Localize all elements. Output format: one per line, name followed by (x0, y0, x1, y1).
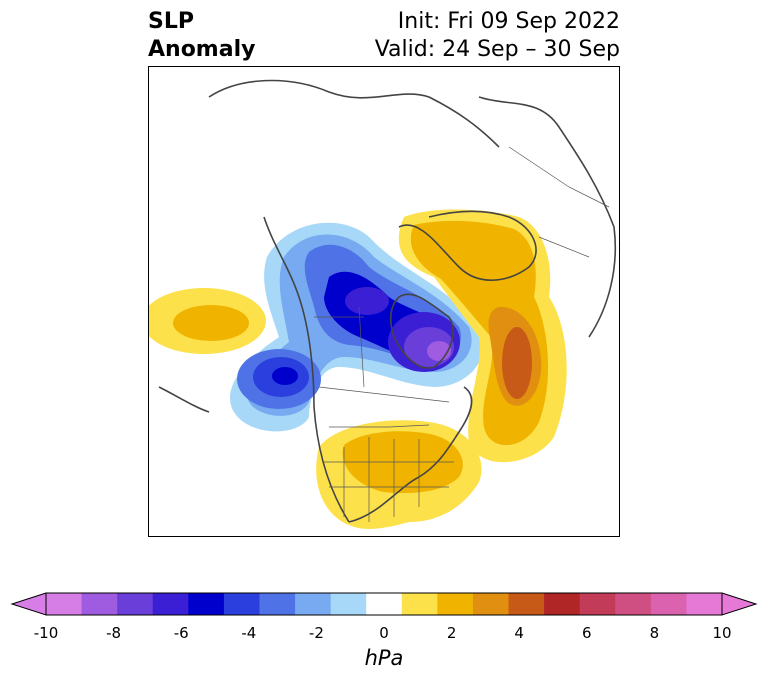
colorbar-tick-label: -10 (33, 624, 59, 642)
colorbar-segment (472, 593, 510, 615)
colorbar-segment (437, 593, 474, 615)
colorbar-tick-label: -2 (308, 624, 324, 642)
title-line-1: SLP (148, 9, 194, 34)
forecast-dates: Init: Fri 09 Sep 2022 Valid: 24 Sep – 30… (375, 8, 620, 64)
colorbar-segment (330, 593, 367, 615)
colorbar-tick-label: 10 (712, 624, 732, 642)
colorbar-segment (401, 593, 438, 615)
colorbar-segment (188, 593, 225, 615)
map-panel (148, 66, 620, 537)
colorbar-segment (223, 593, 260, 615)
colorbar-tick-label: -6 (173, 624, 189, 642)
anomaly-map (149, 79, 617, 529)
colorbar-outline (45, 592, 723, 616)
colorbar-tick-label: 4 (514, 624, 524, 642)
colorbar-tick-label: 8 (649, 624, 660, 642)
colorbar-segment (117, 593, 154, 615)
colorbar-segment (81, 593, 118, 615)
political-borders (314, 146, 610, 522)
colorbar-tick-label: 2 (446, 624, 457, 642)
colorbar-segment (650, 593, 687, 615)
colorbar-segment (615, 593, 652, 615)
map-title: SLP Anomaly (148, 8, 255, 64)
colorbar-segment (259, 593, 296, 615)
negative-anomaly-region (230, 222, 484, 432)
colorbar-unit-label: hPa (364, 646, 404, 670)
colorbar-segment (152, 593, 189, 615)
colorbar-tick-label: 0 (379, 624, 389, 642)
colorbar-segments (46, 593, 723, 615)
colorbar-over-arrow (721, 592, 758, 616)
colorbar-under-arrow (10, 592, 47, 616)
colorbar-segment (686, 593, 723, 615)
colorbar-segment (579, 593, 616, 615)
title-line-2: Anomaly (148, 37, 256, 62)
valid-range: Valid: 24 Sep – 30 Sep (374, 37, 620, 62)
colorbar-segment (508, 593, 545, 615)
coastlines (158, 79, 617, 523)
colorbar-segment (46, 593, 83, 615)
init-date: Init: Fri 09 Sep 2022 (397, 9, 620, 34)
colorbar-segment (295, 593, 332, 615)
colorbar-tick-label: -8 (106, 624, 122, 642)
colorbar-tick-label: -4 (241, 624, 257, 642)
colorbar-segment (544, 593, 581, 615)
colorbar-segment (366, 593, 403, 615)
north-pacific-high-anomaly (149, 288, 266, 354)
colorbar-tick-label: 6 (582, 624, 592, 642)
colorbar (10, 592, 758, 616)
atlantic-high-anomaly (398, 209, 567, 463)
